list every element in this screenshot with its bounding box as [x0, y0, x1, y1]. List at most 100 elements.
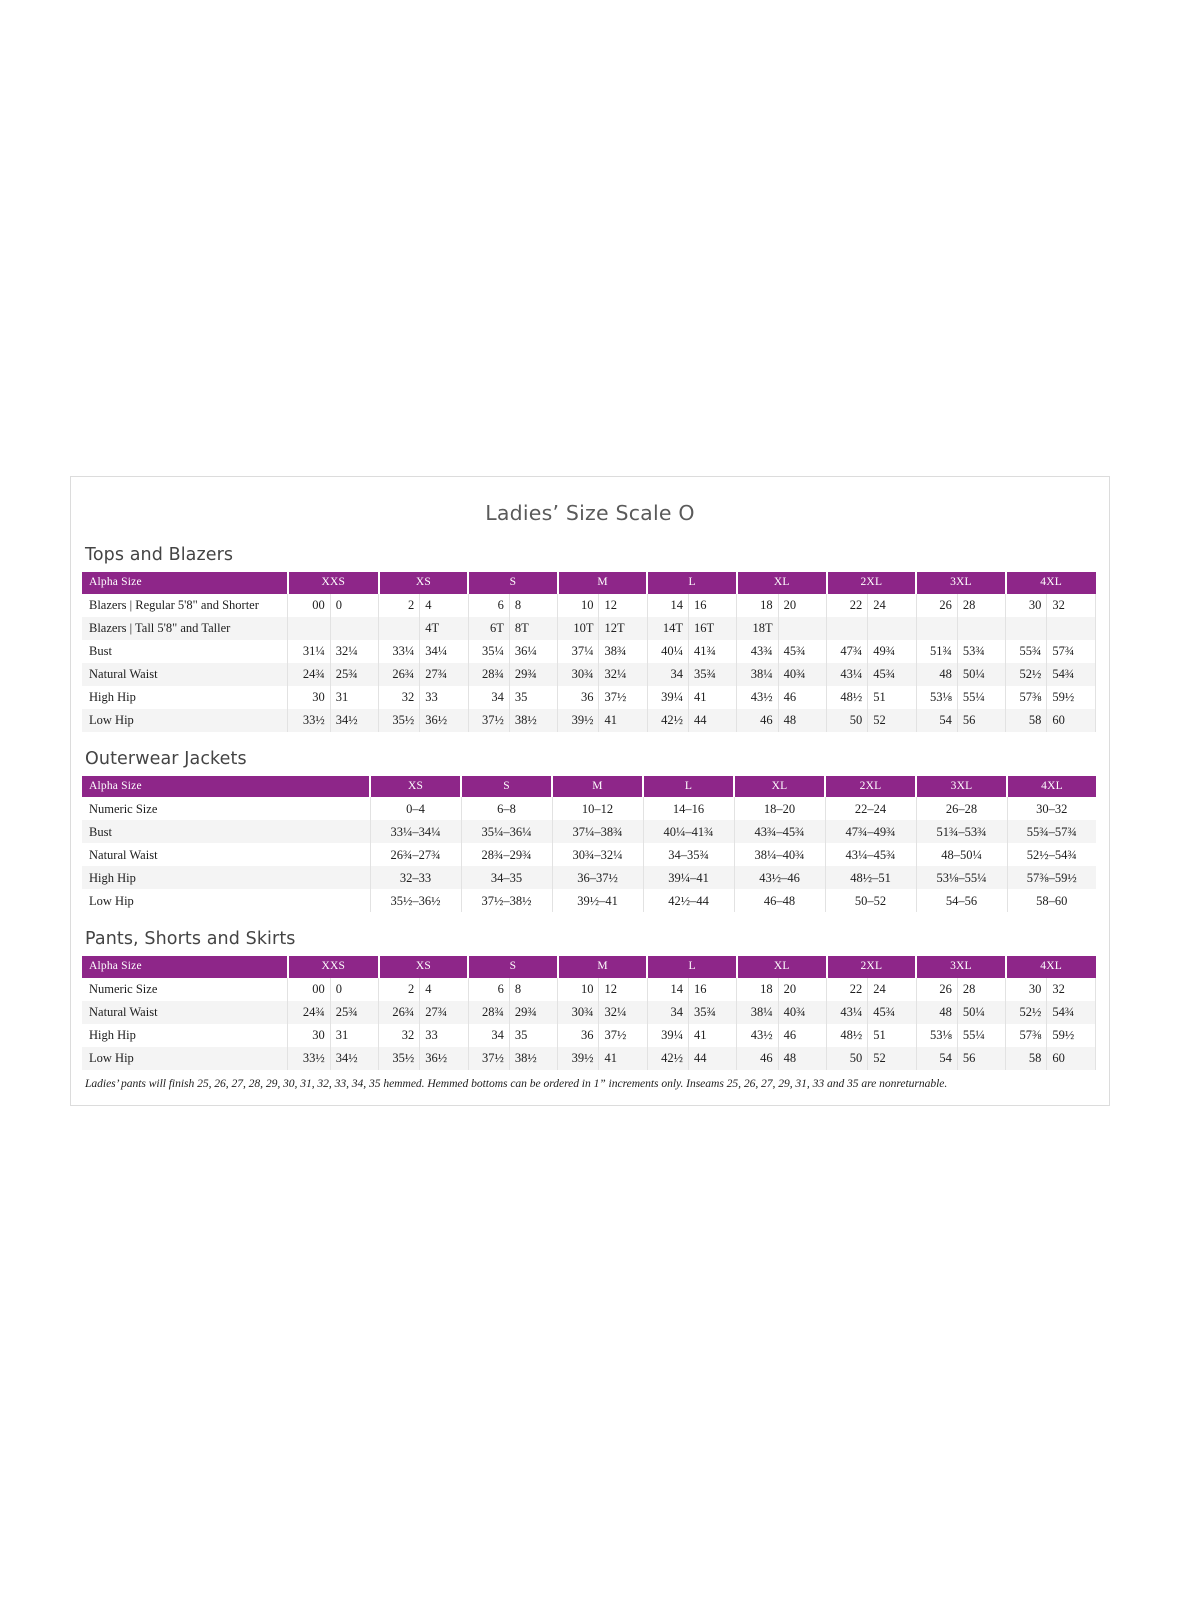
cell: 38½ [509, 1046, 559, 1070]
cell: 47¾–49¾ [825, 820, 917, 844]
cell: 32 [378, 685, 421, 709]
cell: 31 [330, 1023, 380, 1047]
cell: 31 [330, 685, 380, 709]
column-header-2xl: 2XL [826, 956, 918, 978]
cell: 6–8 [461, 797, 553, 821]
cell: 22–24 [825, 797, 917, 821]
cell: 24 [867, 977, 917, 1001]
column-header-m: M [557, 572, 649, 594]
column-header-2xl: 2XL [826, 572, 918, 594]
cell: 37½–38½ [461, 889, 553, 913]
cell: 33½ [287, 708, 331, 732]
cell: 45¾ [778, 639, 828, 663]
cell: 24¾ [287, 1000, 331, 1024]
cell: 4 [419, 593, 469, 617]
cell: 46–48 [734, 889, 826, 913]
cell: 28 [957, 593, 1007, 617]
cell: 16 [688, 593, 738, 617]
cell: 48½ [826, 1023, 869, 1047]
cell: 18–20 [734, 797, 826, 821]
page-title: Ladies’ Size Scale O [485, 501, 695, 525]
row-label: Natural Waist [82, 843, 371, 867]
cell: 59½ [1046, 685, 1096, 709]
cell: 35 [509, 685, 559, 709]
cell: 30 [287, 1023, 331, 1047]
cell: 32 [1046, 593, 1096, 617]
table-row: Low Hip 35½–36½ 37½–38½ 39½–41 42½–44 46… [82, 889, 1096, 913]
section-heading-tops-and-blazers: Tops and Blazers [85, 545, 234, 565]
cell: 37¼–38¾ [552, 820, 644, 844]
cell: 43¼ [826, 662, 869, 686]
cell: 50 [826, 708, 869, 732]
table-row: Natural Waist 24¾ 25¾ 26¾ 27¾ 28¾ 29¾ 30… [82, 662, 1096, 686]
cell: 37½ [598, 685, 648, 709]
cell: 34 [647, 1000, 690, 1024]
table-row: Low Hip 33½ 34½ 35½ 36½ 37½ 38½ 39½ 41 4… [82, 708, 1096, 732]
cell: 30 [1005, 593, 1048, 617]
column-header-alpha-size: Alpha Size [82, 775, 371, 798]
cell: 48 [916, 1000, 958, 1024]
cell: 55¼ [957, 685, 1007, 709]
cell: 42½ [647, 1046, 690, 1070]
cell: 48½ [826, 685, 869, 709]
cell: 28¾–29¾ [461, 843, 553, 867]
cell: 55¾–57¾ [1007, 820, 1096, 844]
cell: 00 [287, 593, 331, 617]
cell: 35 [509, 1023, 559, 1047]
cell: 44 [688, 1046, 738, 1070]
column-header-xs: XS [378, 572, 470, 594]
column-header-xl: XL [736, 956, 828, 978]
cell [916, 616, 958, 640]
row-label: Blazers | Tall 5'8" and Taller [82, 616, 289, 640]
cell [1046, 616, 1096, 640]
cell: 2 [378, 977, 421, 1001]
cell: 52½ [1005, 1000, 1048, 1024]
cell: 25¾ [330, 662, 380, 686]
cell: 45¾ [867, 662, 917, 686]
cell: 48 [916, 662, 958, 686]
cell: 18 [736, 593, 779, 617]
row-label: Bust [82, 820, 371, 844]
cell: 60 [1046, 708, 1096, 732]
cell: 43¾–45¾ [734, 820, 826, 844]
column-header-xl: XL [734, 775, 826, 798]
cell: 56 [957, 708, 1007, 732]
column-header-xs: XS [378, 956, 470, 978]
cell: 54 [916, 1046, 958, 1070]
cell: 49¾ [867, 639, 917, 663]
cell: 60 [1046, 1046, 1096, 1070]
cell: 55¼ [957, 1023, 1007, 1047]
cell: 57⅜ [1005, 1023, 1048, 1047]
cell: 41 [598, 708, 648, 732]
table-row: Natural Waist 26¾–27¾ 28¾–29¾ 30¾–32¼ 34… [82, 843, 1096, 867]
table-row: High Hip 30 31 32 33 34 35 36 37½ 39¼ 41… [82, 685, 1096, 709]
cell: 37½ [468, 1046, 510, 1070]
cell: 32 [1046, 977, 1096, 1001]
cell: 30¾–32¼ [552, 843, 644, 867]
cell: 6T [468, 616, 510, 640]
section-heading-pants-shorts-and-skirts: Pants, Shorts and Skirts [85, 929, 296, 950]
cell: 38¾ [598, 639, 648, 663]
cell: 29¾ [509, 662, 559, 686]
cell: 4T [419, 616, 469, 640]
row-label: Low Hip [82, 889, 371, 913]
cell: 26 [916, 593, 958, 617]
cell: 16T [688, 616, 738, 640]
column-header-3xl: 3XL [916, 775, 1008, 798]
cell: 47¾ [826, 639, 869, 663]
cell: 51¾ [916, 639, 958, 663]
column-header-m: M [552, 775, 644, 798]
table-tops-and-blazers: Alpha Size XXS XS S M L XL 2XL 3XL 4XL B… [82, 572, 1096, 732]
column-header-l: L [643, 775, 735, 798]
cell: 22 [826, 977, 869, 1001]
cell: 54–56 [916, 889, 1008, 913]
cell: 33 [419, 1023, 469, 1047]
cell: 45¾ [867, 1000, 917, 1024]
cell: 32¼ [330, 639, 380, 663]
row-label: Numeric Size [82, 977, 289, 1001]
row-label: Numeric Size [82, 797, 371, 821]
cell: 38½ [509, 708, 559, 732]
size-chart-card: Ladies’ Size Scale O Tops and Blazers Al… [70, 476, 1110, 1106]
cell: 38¼ [736, 1000, 779, 1024]
cell: 18T [736, 616, 779, 640]
